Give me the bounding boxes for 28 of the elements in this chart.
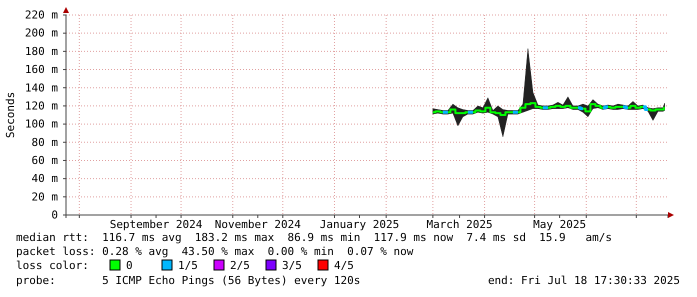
- y-tick-label: 160 m: [24, 63, 58, 76]
- legend-title: loss color:: [16, 259, 89, 272]
- text: packet loss: 0.28 % avg 43.50 % max 0.00 % min 0.07 % now: [16, 245, 414, 258]
- text: median rtt: 116.7 ms avg 183.2 ms max 86.9 ms min 117.9 ms now 7.4 ms sd 15.9 am/s: [16, 231, 612, 244]
- y-tick-label: 60 m: [32, 154, 58, 167]
- y-tick-label: 100 m: [24, 118, 58, 131]
- y-tick-label: 0: [51, 208, 58, 222]
- legend-label: 3/5: [282, 259, 302, 272]
- x-tick-label: January 2025: [320, 218, 400, 231]
- y-tick-label: 200 m: [24, 26, 58, 40]
- y-tick-label: 140 m: [24, 81, 58, 94]
- text: probe: 5 ICMP Echo Pings (56 Bytes) every 120s: [16, 274, 360, 287]
- legend-label: 2/5: [230, 259, 250, 272]
- y-tick-label: 120 m: [24, 99, 58, 112]
- legend-label: 4/5: [334, 259, 354, 272]
- y-tick-label: 180 m: [24, 44, 58, 58]
- x-tick-label: March 2025: [426, 218, 493, 231]
- x-tick-label: November 2024: [214, 218, 302, 231]
- x-tick-label: September 2024: [110, 218, 203, 231]
- y-tick-label: 40 m: [32, 172, 58, 186]
- y-tick-label: 20 m: [32, 190, 58, 204]
- y-axis-title: Seconds: [4, 92, 17, 138]
- text: end: Fri Jul 18 17:30:33 2025: [488, 274, 680, 287]
- x-tick-label: May 2025: [533, 218, 586, 231]
- y-tick-label: 220 m: [24, 8, 58, 22]
- legend-label: 0: [126, 259, 133, 272]
- legend-label: 1/5: [178, 259, 198, 272]
- y-tick-label: 80 m: [32, 136, 58, 149]
